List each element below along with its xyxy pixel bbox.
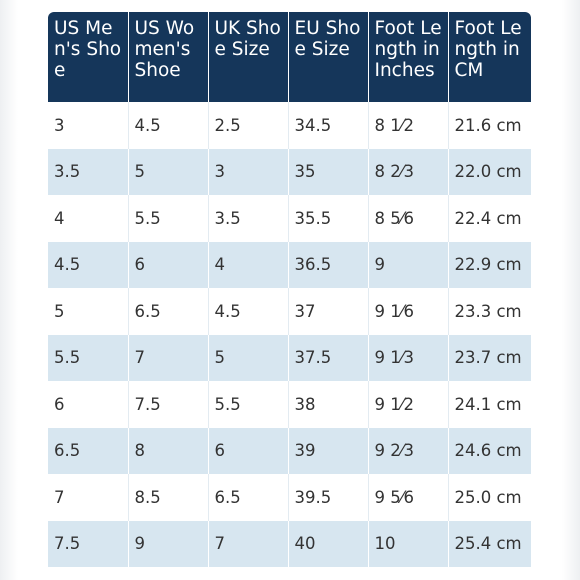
cell-cm: 22.0 cm (448, 148, 531, 195)
cell-uk: 6 (208, 427, 289, 474)
cell-us-womens: 9 (128, 520, 209, 567)
cell-uk: 4.5 (208, 288, 289, 335)
table-row: 7.5 9 7 40 10 25.4 cm (48, 520, 531, 567)
table-row: 5.5 7 5 37.5 9 1⁄3 23.7 cm (48, 334, 531, 381)
cell-eu: 35.5 (288, 195, 369, 242)
cell-uk: 2.5 (208, 102, 289, 149)
cell-cm: 24.1 cm (448, 381, 531, 428)
cell-us-womens: 6 (128, 241, 209, 288)
cell-inches: 8 2⁄3 (368, 148, 449, 195)
header-eu-shoe-size: EU Shoe Size (288, 12, 369, 102)
cell-cm: 25.4 cm (448, 520, 531, 567)
table-row: 3 4.5 2.5 34.5 8 1⁄2 21.6 cm (48, 102, 531, 149)
cell-cm: 25.0 cm (448, 474, 531, 521)
cell-uk: 3.5 (208, 195, 289, 242)
cell-inches: 9 2⁄3 (368, 427, 449, 474)
cell-eu: 37 (288, 288, 369, 335)
cell-us-mens: 4.5 (48, 241, 129, 288)
cell-us-mens: 4 (48, 195, 129, 242)
cell-us-mens: 6 (48, 381, 129, 428)
cell-uk: 5.5 (208, 381, 289, 428)
cell-us-womens: 6.5 (128, 288, 209, 335)
cell-eu: 37.5 (288, 334, 369, 381)
cell-us-mens: 3.5 (48, 148, 129, 195)
cell-inches: 9 1⁄2 (368, 381, 449, 428)
cell-eu: 35 (288, 148, 369, 195)
table-row: 4 5.5 3.5 35.5 8 5⁄6 22.4 cm (48, 195, 531, 242)
cell-us-mens: 7.5 (48, 520, 129, 567)
cell-eu: 40 (288, 520, 369, 567)
table-row: 5 6.5 4.5 37 9 1⁄6 23.3 cm (48, 288, 531, 335)
cell-uk: 7 (208, 520, 289, 567)
cell-us-womens: 5 (128, 148, 209, 195)
cell-us-mens: 7 (48, 474, 129, 521)
cell-cm: 22.9 cm (448, 241, 531, 288)
cell-inches: 10 (368, 520, 449, 567)
cell-uk: 3 (208, 148, 289, 195)
header-us-mens-shoe: US Men's Shoe (48, 12, 129, 102)
cell-cm: 22.4 cm (448, 195, 531, 242)
cell-eu: 36.5 (288, 241, 369, 288)
cell-eu: 38 (288, 381, 369, 428)
cell-inches: 8 1⁄2 (368, 102, 449, 149)
header-uk-shoe-size: UK Shoe Size (208, 12, 289, 102)
header-row: US Men's Shoe US Women's Shoe UK Shoe Si… (48, 12, 531, 102)
shoe-size-chart-table: US Men's Shoe US Women's Shoe UK Shoe Si… (48, 12, 531, 567)
cell-us-mens: 6.5 (48, 427, 129, 474)
table-header: US Men's Shoe US Women's Shoe UK Shoe Si… (48, 12, 531, 102)
cell-uk: 4 (208, 241, 289, 288)
header-us-womens-shoe: US Women's Shoe (128, 12, 209, 102)
table-row: 6 7.5 5.5 38 9 1⁄2 24.1 cm (48, 381, 531, 428)
size-chart-container: US Men's Shoe US Women's Shoe UK Shoe Si… (48, 12, 531, 580)
cell-cm: 24.6 cm (448, 427, 531, 474)
table-body: 3 4.5 2.5 34.5 8 1⁄2 21.6 cm 3.5 5 3 35 … (48, 102, 531, 567)
cell-cm: 23.3 cm (448, 288, 531, 335)
cell-inches: 9 5⁄6 (368, 474, 449, 521)
cell-inches: 8 5⁄6 (368, 195, 449, 242)
cell-us-mens: 5.5 (48, 334, 129, 381)
cell-inches: 9 (368, 241, 449, 288)
cell-us-womens: 7 (128, 334, 209, 381)
cell-eu: 34.5 (288, 102, 369, 149)
table-row: 6.5 8 6 39 9 2⁄3 24.6 cm (48, 427, 531, 474)
cell-us-womens: 7.5 (128, 381, 209, 428)
cell-eu: 39 (288, 427, 369, 474)
cell-us-womens: 5.5 (128, 195, 209, 242)
cell-us-womens: 8.5 (128, 474, 209, 521)
header-foot-length-inches: Foot Length in Inches (368, 12, 449, 102)
cell-us-womens: 4.5 (128, 102, 209, 149)
cell-cm: 23.7 cm (448, 334, 531, 381)
cell-us-mens: 3 (48, 102, 129, 149)
cell-uk: 6.5 (208, 474, 289, 521)
cell-uk: 5 (208, 334, 289, 381)
header-foot-length-cm: Foot Length in CM (448, 12, 531, 102)
cell-inches: 9 1⁄3 (368, 334, 449, 381)
cell-us-mens: 5 (48, 288, 129, 335)
cell-inches: 9 1⁄6 (368, 288, 449, 335)
cell-eu: 39.5 (288, 474, 369, 521)
table-row: 7 8.5 6.5 39.5 9 5⁄6 25.0 cm (48, 474, 531, 521)
cell-cm: 21.6 cm (448, 102, 531, 149)
table-row: 4.5 6 4 36.5 9 22.9 cm (48, 241, 531, 288)
cell-us-womens: 8 (128, 427, 209, 474)
table-row: 3.5 5 3 35 8 2⁄3 22.0 cm (48, 148, 531, 195)
